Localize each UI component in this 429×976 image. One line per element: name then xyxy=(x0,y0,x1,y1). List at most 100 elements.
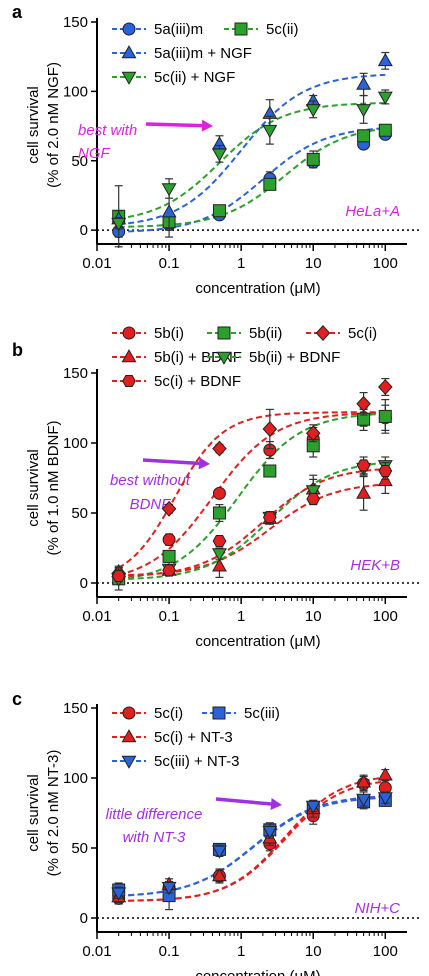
y-axis-label-units: (% of 2.0 nM NT-3) xyxy=(45,750,62,877)
legend-marker xyxy=(122,706,136,720)
data-point-series-2 xyxy=(306,152,320,166)
data-point-series-3 xyxy=(262,421,278,437)
legend-label: 5c(iii) xyxy=(244,705,280,722)
annotation-arrow xyxy=(145,122,203,128)
legend-label: 5c(i) + BDNF xyxy=(154,373,241,390)
fit-curve-5 xyxy=(118,461,386,581)
data-point-series-3 xyxy=(211,868,227,882)
data-point-series-4 xyxy=(262,124,278,139)
y-axis-label-units: (% of 2.0 nM NGF) xyxy=(45,62,62,188)
y-tick-label: 150 xyxy=(63,700,88,717)
fit-curve-3 xyxy=(118,411,386,569)
data-point-series-4 xyxy=(356,104,372,118)
chart-panel-c: c 0 50 100 150 0.01 0.1 1 10 100 concentration (μM… xyxy=(12,689,421,976)
data-point-series-3 xyxy=(161,204,177,218)
y-tick-label: 0 xyxy=(80,222,88,239)
data-point-series-6 xyxy=(212,535,227,547)
chart-panel-b: b 0 50 100 150 0.01 0.1 1 10 100 concentration (μM… xyxy=(12,325,421,650)
x-tick-label: 10 xyxy=(305,255,322,272)
y-tick-label: 50 xyxy=(71,153,88,170)
x-tick-label: 0.01 xyxy=(82,255,111,272)
legend-marker xyxy=(121,71,137,85)
annotation-text: NGF xyxy=(78,145,111,162)
legend-marker xyxy=(212,706,226,720)
annotation-text: best with xyxy=(78,122,137,139)
legend-marker xyxy=(122,326,136,340)
data-point-series-4 xyxy=(305,800,321,814)
y-tick-label: 150 xyxy=(63,365,88,382)
legend-label: 5c(i) xyxy=(154,705,183,722)
data-point-series-4 xyxy=(161,881,177,896)
legend-marker xyxy=(122,375,136,387)
y-tick-label: 0 xyxy=(80,575,88,592)
fit-curve-2 xyxy=(118,412,386,581)
fit-curve-4 xyxy=(118,795,386,897)
x-tick-label: 1 xyxy=(237,943,245,960)
legend-label: 5a(iii)m xyxy=(154,21,203,38)
annotation-arrow-head xyxy=(198,457,210,470)
data-point-series-4 xyxy=(262,825,278,840)
fit-curve-1 xyxy=(118,127,386,233)
x-tick-label: 1 xyxy=(237,255,245,272)
legend-label: 5a(iii)m + NGF xyxy=(154,45,252,62)
data-point-series-6 xyxy=(356,459,371,472)
legend-label: 5b(i) xyxy=(154,325,184,342)
data-point-series-4 xyxy=(356,793,372,807)
legend-label: 5b(i) + BDNF xyxy=(154,349,242,366)
y-axis-label: cell survival xyxy=(25,449,42,527)
legend-label: 5c(i) + NT-3 xyxy=(154,729,233,746)
legend-label: 5c(i) xyxy=(348,325,377,342)
y-axis-label-units: (% of 1.0 nM BDNF) xyxy=(45,420,62,555)
data-point-series-6 xyxy=(262,511,277,524)
data-point-series-2 xyxy=(378,409,392,423)
data-point-series-3 xyxy=(356,395,371,412)
legend-label: 5c(iii) + NT-3 xyxy=(154,753,239,770)
legend-marker xyxy=(121,349,137,363)
data-point-series-2 xyxy=(263,177,277,191)
data-point-series-2 xyxy=(212,506,226,520)
fit-curve-6 xyxy=(118,468,386,578)
x-tick-label: 10 xyxy=(305,608,322,625)
data-point-series-3 xyxy=(378,379,393,395)
data-point-series-2 xyxy=(212,204,226,218)
legend-marker xyxy=(216,351,232,365)
data-point-series-3 xyxy=(212,440,227,457)
chart-panel-a: a 0 50 100 150 0.01 0.1 1 10 100 concentration (μM… xyxy=(12,2,421,297)
x-tick-label: 100 xyxy=(373,608,398,625)
data-point-series-3 xyxy=(377,52,393,67)
x-tick-label: 100 xyxy=(373,943,398,960)
x-tick-label: 100 xyxy=(373,255,398,272)
x-tick-label: 10 xyxy=(305,943,322,960)
x-tick-label: 0.1 xyxy=(159,255,180,272)
data-point-series-3 xyxy=(305,425,321,442)
data-point-series-6 xyxy=(111,570,126,582)
y-axis-label: cell survival xyxy=(25,86,42,164)
y-tick-label: 150 xyxy=(63,14,88,31)
annotation-arrow-head xyxy=(201,119,213,132)
data-point-series-4 xyxy=(111,887,127,901)
legend-label: 5c(ii) xyxy=(266,21,299,38)
legend-label: 5b(ii) xyxy=(249,325,282,342)
panel-label: c xyxy=(12,689,22,709)
x-tick-label: 0.1 xyxy=(159,608,180,625)
y-axis-label: cell survival xyxy=(25,774,42,852)
fit-curve-3 xyxy=(118,73,386,226)
annotation-text: with NT-3 xyxy=(123,829,186,846)
cell-line-label: HEK+B xyxy=(350,557,400,574)
legend-marker xyxy=(121,45,137,59)
x-axis-label: concentration (μM) xyxy=(195,633,320,650)
data-point-series-4 xyxy=(356,485,372,499)
data-point-series-3 xyxy=(161,500,177,517)
x-tick-label: 0.01 xyxy=(82,943,111,960)
data-point-series-5 xyxy=(305,485,321,499)
data-point-series-3 xyxy=(377,767,393,781)
legend-label: 5b(ii) + BDNF xyxy=(249,349,340,366)
data-point-series-2 xyxy=(162,549,176,563)
legend-label: 5c(ii) + NGF xyxy=(154,69,235,86)
panel-label: b xyxy=(12,340,23,360)
data-point-series-4 xyxy=(211,148,227,162)
annotation-text: little difference xyxy=(106,806,203,823)
annotation-arrow xyxy=(142,458,200,466)
y-tick-label: 100 xyxy=(63,770,88,787)
panel-label: a xyxy=(12,2,23,22)
